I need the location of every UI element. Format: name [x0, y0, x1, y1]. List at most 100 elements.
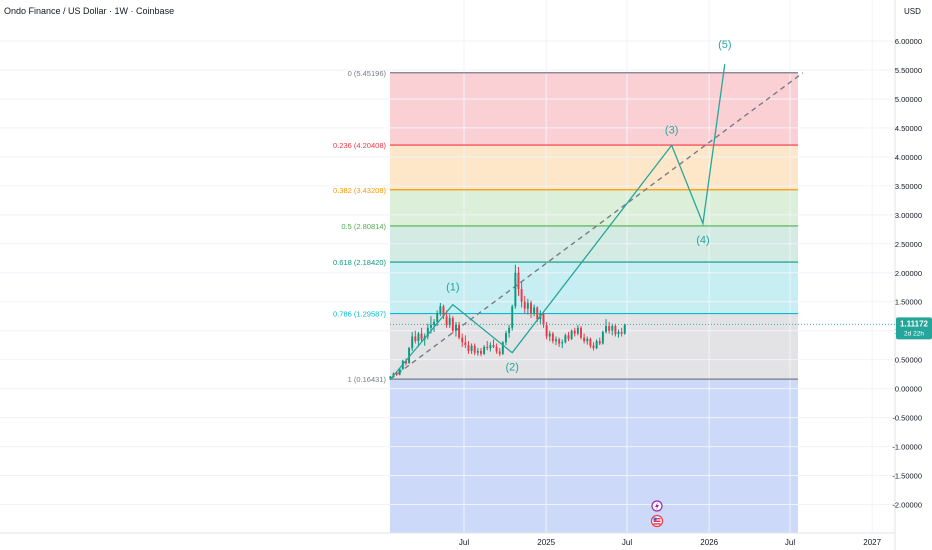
- candle[interactable]: [404, 358, 407, 366]
- candle-body: [408, 348, 411, 364]
- candle-body: [611, 326, 614, 331]
- candle-body: [417, 333, 420, 342]
- candle[interactable]: [617, 329, 620, 338]
- candle[interactable]: [451, 316, 454, 334]
- time-tick-label: 2027: [863, 538, 881, 547]
- candle[interactable]: [592, 342, 595, 351]
- candle[interactable]: [489, 342, 492, 352]
- candle[interactable]: [589, 337, 592, 349]
- candle[interactable]: [486, 341, 489, 351]
- candle[interactable]: [570, 329, 573, 340]
- candle[interactable]: [445, 310, 448, 328]
- candle[interactable]: [567, 331, 570, 342]
- candle[interactable]: [558, 337, 561, 347]
- candle[interactable]: [551, 331, 554, 344]
- price-tick-label: 4.00000: [895, 153, 922, 162]
- candle[interactable]: [501, 341, 504, 356]
- candle[interactable]: [555, 336, 557, 346]
- candle[interactable]: [461, 333, 464, 347]
- candle[interactable]: [623, 323, 626, 335]
- candle[interactable]: [417, 331, 420, 347]
- price-axis[interactable]: 6.00000 5.50000 5.00000 4.50000 4.00000 3.500…: [892, 37, 922, 510]
- candle[interactable]: [476, 348, 479, 356]
- candle-body: [486, 346, 489, 349]
- candle[interactable]: [470, 343, 473, 354]
- candle[interactable]: [611, 323, 614, 336]
- candle[interactable]: [580, 326, 582, 340]
- candle-body: [601, 331, 604, 344]
- candle[interactable]: [523, 295, 526, 314]
- candle[interactable]: [480, 348, 482, 357]
- candle[interactable]: [548, 330, 551, 342]
- currency-label[interactable]: USD: [904, 7, 921, 16]
- candle[interactable]: [495, 343, 498, 354]
- candle-body: [429, 324, 432, 328]
- candle-body: [508, 327, 511, 334]
- candle[interactable]: [598, 337, 601, 346]
- candle-body: [555, 339, 557, 342]
- price-tick-label: 5.00000: [895, 95, 922, 104]
- candle[interactable]: [483, 345, 486, 356]
- candle[interactable]: [542, 312, 545, 328]
- price-tag-box: [896, 317, 932, 340]
- event-markers[interactable]: [650, 500, 664, 528]
- fib-zones: [390, 72, 798, 533]
- candle[interactable]: [439, 302, 442, 317]
- us-flag-icon[interactable]: [650, 514, 664, 528]
- price-tick-label: 6.00000: [895, 37, 922, 46]
- candle-body: [480, 350, 482, 354]
- candle[interactable]: [448, 314, 451, 328]
- candle[interactable]: [564, 333, 567, 344]
- candle[interactable]: [605, 319, 607, 334]
- candle[interactable]: [420, 327, 423, 343]
- price-tick-label: -1.00000: [892, 443, 922, 452]
- candle[interactable]: [620, 327, 623, 337]
- candle[interactable]: [614, 323, 617, 337]
- candle[interactable]: [508, 324, 511, 338]
- candle[interactable]: [433, 319, 436, 332]
- candle-body: [576, 327, 579, 334]
- candle[interactable]: [586, 336, 589, 345]
- candle[interactable]: [408, 346, 411, 364]
- candle[interactable]: [526, 298, 529, 315]
- candle[interactable]: [520, 281, 523, 308]
- candle-body: [564, 335, 567, 343]
- candle[interactable]: [511, 304, 514, 331]
- candle[interactable]: [583, 333, 586, 344]
- candle[interactable]: [530, 300, 532, 318]
- price-tick-label: 0.00000: [895, 385, 922, 394]
- candle[interactable]: [601, 330, 604, 345]
- candle[interactable]: [426, 323, 429, 340]
- candle-body: [501, 342, 504, 354]
- candle[interactable]: [561, 339, 564, 349]
- candle[interactable]: [545, 321, 548, 340]
- candle-body: [473, 345, 476, 353]
- candle[interactable]: [514, 264, 517, 309]
- candle[interactable]: [573, 327, 576, 337]
- time-axis[interactable]: Jul 2025 Jul 2026 Jul 2027: [459, 538, 882, 547]
- candle[interactable]: [454, 321, 457, 337]
- candle[interactable]: [414, 330, 417, 344]
- candle[interactable]: [517, 266, 520, 296]
- candle[interactable]: [458, 321, 461, 340]
- candle-body: [398, 368, 401, 375]
- fib-zone: [390, 262, 798, 314]
- lightning-icon[interactable]: [651, 500, 663, 512]
- candle-body: [414, 336, 417, 342]
- wave-path: (1) (2) (3) (4) (5): [389, 39, 732, 380]
- candle[interactable]: [492, 339, 495, 349]
- candle[interactable]: [595, 339, 598, 350]
- candle[interactable]: [505, 330, 507, 346]
- candle-body: [567, 335, 570, 339]
- candle[interactable]: [411, 331, 414, 351]
- candle[interactable]: [498, 348, 501, 357]
- candle[interactable]: [464, 335, 467, 349]
- candle-body: [573, 330, 576, 334]
- candle[interactable]: [533, 304, 536, 317]
- candle[interactable]: [576, 324, 579, 336]
- candle[interactable]: [467, 341, 470, 354]
- candle-body: [514, 272, 517, 307]
- candle[interactable]: [473, 343, 476, 356]
